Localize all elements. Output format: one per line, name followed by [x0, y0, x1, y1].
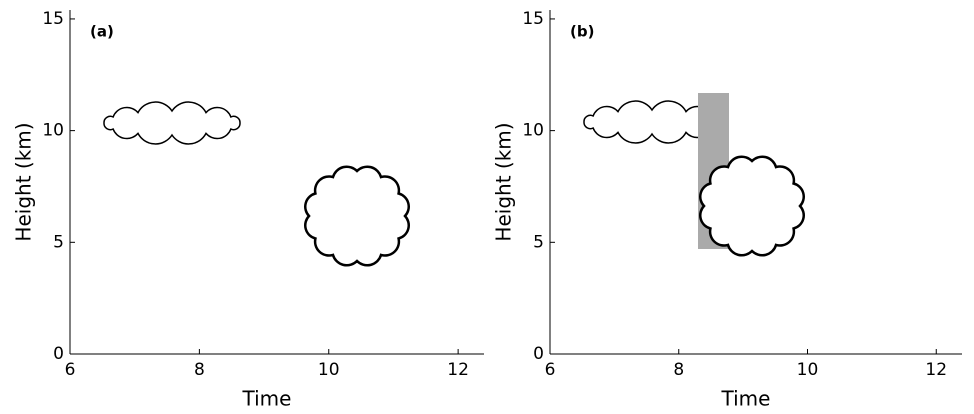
cloud — [103, 101, 241, 145]
panel-label: (a) — [90, 23, 114, 41]
x-tick-label: 10 — [318, 360, 340, 380]
y-axis-label: Height (km) — [492, 122, 516, 241]
y-tick-label: 0 — [53, 344, 64, 364]
x-tick-label: 10 — [797, 360, 819, 380]
y-tick-label: 5 — [53, 232, 64, 252]
cloud — [699, 155, 805, 257]
x-tick-label: 6 — [545, 360, 556, 380]
panel-label: (b) — [570, 23, 594, 41]
x-tick-label: 8 — [194, 360, 205, 380]
x-tick-label: 12 — [925, 360, 947, 380]
x-tick-label: 12 — [447, 360, 469, 380]
y-tick-label: 10 — [42, 121, 64, 141]
x-axis-label: Time — [242, 387, 292, 411]
y-tick-label: 5 — [533, 232, 544, 252]
y-tick-label: 10 — [522, 121, 544, 141]
cloud — [583, 100, 721, 144]
y-tick-label: 15 — [522, 9, 544, 29]
x-axis-label: Time — [721, 387, 771, 411]
cloud — [304, 165, 410, 267]
y-tick-label: 15 — [42, 9, 64, 29]
x-tick-label: 8 — [673, 360, 684, 380]
y-axis-label: Height (km) — [12, 122, 36, 241]
x-tick-label: 6 — [65, 360, 76, 380]
y-tick-label: 0 — [533, 344, 544, 364]
